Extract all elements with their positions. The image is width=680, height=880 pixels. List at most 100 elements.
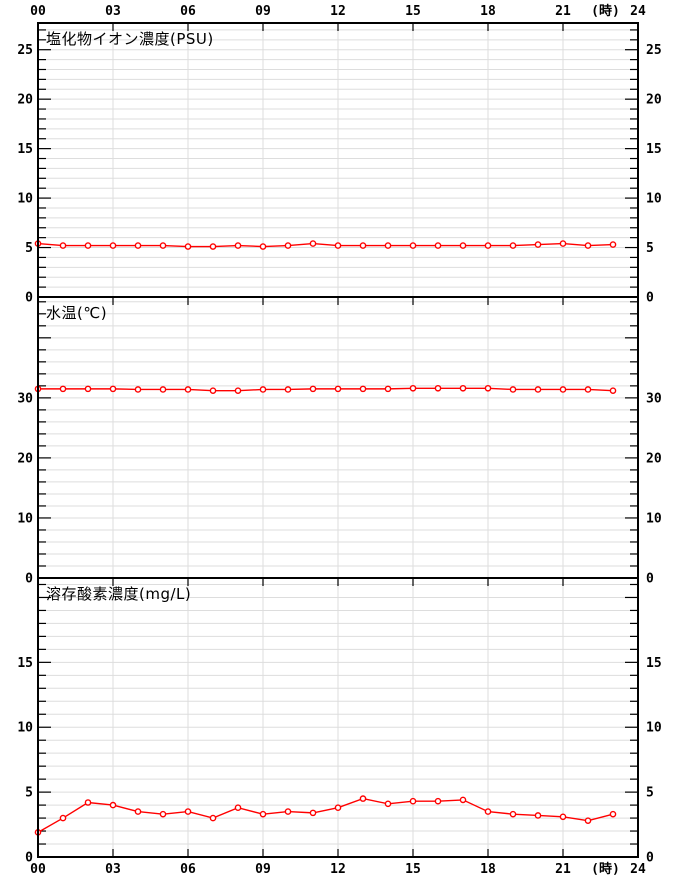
y-axis-label-right: 20 — [646, 93, 662, 108]
x-axis-label-bottom: 18 — [480, 862, 496, 877]
data-point-marker — [334, 242, 342, 249]
data-point-marker — [384, 385, 392, 393]
data-point-marker — [534, 241, 542, 248]
data-point-marker — [334, 385, 342, 393]
x-axis-unit-label-bottom: (時) — [591, 861, 620, 877]
data-point-marker — [459, 384, 467, 392]
x-axis-label-bottom: 09 — [255, 862, 271, 877]
data-point-marker — [284, 808, 292, 815]
data-point-marker — [59, 814, 67, 822]
data-point-marker — [109, 801, 117, 809]
data-point-marker — [159, 810, 167, 818]
data-point-marker — [259, 243, 267, 250]
y-axis-label-right: 10 — [646, 192, 662, 207]
data-point-marker — [109, 385, 117, 393]
data-point-marker — [609, 387, 617, 394]
data-point-marker — [109, 242, 117, 249]
data-point-marker — [509, 810, 517, 818]
y-axis-label-left: 0 — [25, 291, 33, 306]
y-axis-label-left: 10 — [17, 192, 33, 207]
data-point-marker — [159, 242, 167, 249]
data-point-marker — [334, 804, 342, 811]
y-axis-label-right: 30 — [646, 391, 662, 406]
data-point-marker — [459, 242, 467, 249]
data-point-marker — [559, 240, 567, 247]
data-point-marker — [259, 810, 267, 818]
data-point-marker — [284, 386, 292, 393]
y-axis-label-left: 30 — [17, 391, 33, 406]
data-point-marker — [409, 242, 417, 249]
data-point-marker — [84, 385, 92, 393]
y-axis-label-right: 15 — [646, 656, 662, 671]
data-point-marker — [184, 808, 192, 815]
x-axis-label-bottom: 12 — [330, 862, 346, 877]
data-point-marker — [484, 242, 492, 249]
x-axis-label-top: 00 — [30, 4, 46, 19]
data-point-marker — [534, 386, 542, 393]
y-axis-label-left: 20 — [17, 93, 33, 108]
x-axis-label-top: 21 — [555, 4, 571, 19]
data-point-marker — [534, 812, 542, 819]
data-point-marker — [284, 242, 292, 249]
x-axis-label-top: 09 — [255, 4, 271, 19]
data-point-marker — [509, 386, 517, 393]
x-axis-label-bottom: 00 — [30, 862, 46, 877]
data-point-marker — [234, 387, 242, 394]
data-point-marker — [359, 385, 367, 393]
y-axis-label-right: 5 — [646, 241, 654, 256]
x-axis-label-top: 18 — [480, 4, 496, 19]
x-axis-label-bottom: 06 — [180, 862, 196, 877]
y-axis-label-right: 0 — [646, 291, 654, 306]
panel2-title-water-temperature: 水温(℃) — [46, 304, 108, 322]
data-point-marker — [309, 240, 317, 247]
data-point-marker — [384, 242, 392, 249]
data-point-marker — [409, 384, 417, 392]
data-point-marker — [134, 808, 142, 815]
y-axis-label-left: 10 — [17, 511, 33, 526]
data-point-marker — [259, 386, 267, 393]
data-line — [37, 242, 614, 248]
data-point-marker — [209, 387, 217, 394]
data-point-marker — [384, 800, 392, 808]
y-axis-label-left: 0 — [25, 572, 33, 587]
plot-frame — [37, 22, 639, 858]
data-point-marker — [459, 796, 467, 804]
panel3-title-dissolved-oxygen: 溶存酸素濃度(mg/L) — [46, 585, 192, 603]
x-axis-label-top: 12 — [330, 4, 346, 19]
data-point-marker — [409, 797, 417, 805]
x-axis-label-bottom: 24 — [630, 862, 646, 877]
data-point-marker — [484, 384, 492, 392]
panel1-title-chloride: 塩化物イオン濃度(PSU) — [46, 30, 214, 48]
y-axis-label-right: 15 — [646, 142, 662, 157]
data-point-marker — [159, 386, 167, 393]
data-point-marker — [584, 386, 592, 393]
data-point-marker — [559, 813, 567, 821]
data-point-marker — [309, 385, 317, 393]
data-point-marker — [134, 242, 142, 249]
data-point-marker — [184, 386, 192, 393]
data-point-marker — [59, 385, 67, 393]
data-point-marker — [234, 804, 242, 811]
y-axis-label-right: 0 — [646, 572, 654, 587]
y-axis-label-left: 20 — [17, 451, 33, 466]
x-axis-label-top: 03 — [105, 4, 121, 19]
y-axis-label-right: 25 — [646, 43, 662, 58]
data-point-marker — [584, 817, 592, 824]
data-point-marker — [234, 242, 242, 249]
data-point-marker — [359, 242, 367, 249]
data-point-marker — [84, 242, 92, 249]
data-line — [38, 387, 614, 392]
data-point-marker — [359, 795, 367, 802]
data-point-marker — [484, 808, 492, 815]
data-line — [37, 797, 614, 833]
x-axis-label-bottom: 15 — [405, 862, 421, 877]
x-axis-unit-label-top: (時) — [591, 3, 620, 19]
data-point-marker — [209, 814, 217, 822]
data-point-marker — [184, 243, 192, 250]
x-axis-label-top: 24 — [630, 4, 646, 19]
y-axis-label-left: 5 — [25, 241, 33, 256]
y-axis-label-right: 10 — [646, 721, 662, 736]
y-axis-label-left: 10 — [17, 721, 33, 736]
